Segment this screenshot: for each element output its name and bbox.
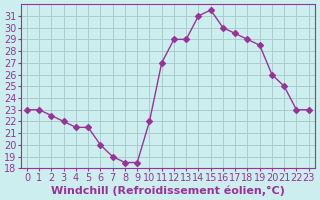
X-axis label: Windchill (Refroidissement éolien,°C): Windchill (Refroidissement éolien,°C) [51, 185, 285, 196]
